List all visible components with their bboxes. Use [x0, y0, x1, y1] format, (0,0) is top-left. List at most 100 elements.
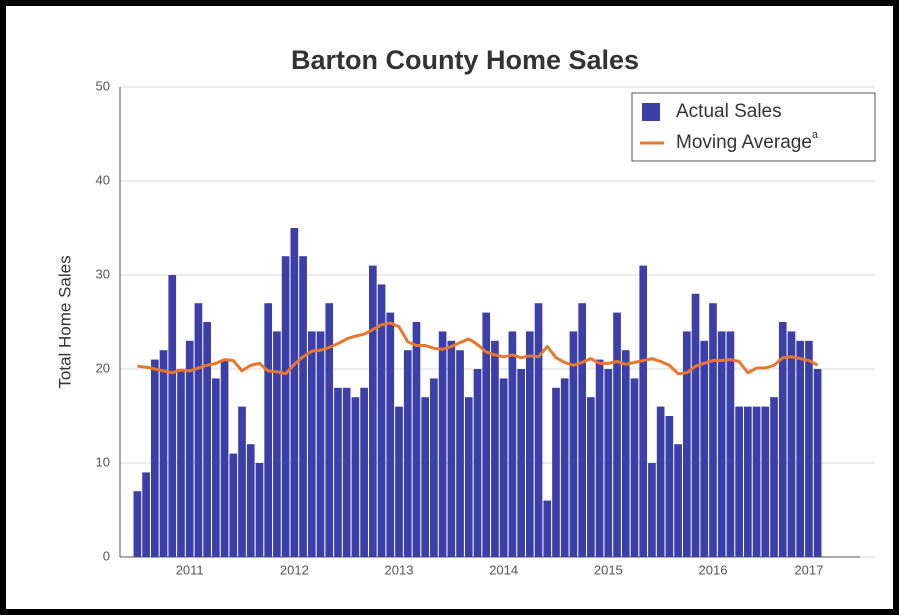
bar: [430, 378, 438, 557]
bar: [621, 350, 630, 557]
bar: [491, 340, 499, 557]
bar: [595, 359, 604, 557]
x-tick-label: 2016: [699, 562, 728, 577]
bar: [630, 378, 639, 557]
bar: [377, 284, 386, 557]
bar: [464, 397, 473, 557]
bar: [552, 387, 560, 557]
bar: [700, 340, 709, 557]
bar: [613, 312, 621, 557]
bar: [299, 256, 307, 557]
x-tick-label: 2014: [489, 562, 518, 577]
bar: [447, 340, 456, 557]
bar: [813, 369, 822, 557]
bar: [604, 369, 613, 557]
bar: [770, 397, 778, 557]
legend-box: [631, 92, 876, 162]
bar: [499, 378, 508, 557]
bar: [709, 303, 717, 557]
bar: [150, 359, 159, 557]
bar: [639, 265, 648, 557]
y-tick-label: 50: [96, 78, 110, 93]
y-tick-label: 10: [96, 454, 110, 469]
x-tick-label: 2013: [385, 562, 414, 577]
y-tick-label: 30: [96, 266, 110, 281]
bar: [246, 444, 255, 557]
bar: [203, 322, 211, 557]
bar: [674, 444, 682, 557]
bar: [281, 256, 290, 557]
bar: [159, 350, 168, 557]
bar: [412, 322, 421, 557]
bar: [796, 340, 805, 557]
bar: [255, 463, 264, 557]
bar: [212, 378, 220, 557]
bar: [456, 350, 464, 557]
bar: [273, 331, 281, 557]
y-tick-label: 0: [103, 548, 110, 563]
legend-label: Moving Averagea: [676, 129, 819, 153]
bar: [735, 406, 743, 557]
bar: [543, 500, 552, 557]
bar: [360, 387, 368, 557]
moving-average-line: [137, 321, 819, 376]
bar: [752, 406, 761, 557]
bar: [307, 331, 316, 557]
bar: [778, 322, 787, 557]
bar: [761, 406, 770, 557]
bar: [578, 303, 586, 557]
bar: [325, 303, 334, 557]
bar: [351, 397, 360, 557]
bar: [648, 463, 656, 557]
bar: [316, 331, 325, 557]
y-tick-label: 40: [96, 172, 110, 187]
bar: [726, 331, 735, 557]
x-tick-label: 2011: [176, 562, 204, 577]
bar: [133, 491, 142, 557]
x-tick-label: 2012: [280, 562, 309, 577]
bar: [142, 472, 150, 557]
bar: [682, 331, 691, 557]
x-tick-label: 2015: [594, 562, 623, 577]
bar: [334, 387, 342, 557]
legend-swatch: [642, 103, 660, 121]
bar: [386, 312, 395, 557]
bar: [290, 228, 299, 557]
bar: [177, 369, 185, 557]
bar: [168, 275, 177, 557]
legend-label: Actual Sales: [676, 101, 782, 122]
bar: [517, 369, 525, 557]
bar: [717, 331, 726, 557]
legend-label-text: Actual Sales: [676, 101, 782, 122]
bar: [665, 416, 674, 557]
x-tick-label: 2017: [794, 562, 823, 577]
legend-label-text: Moving Average: [676, 132, 812, 153]
bar: [805, 340, 813, 557]
chart-title: Barton County Home Sales: [291, 45, 639, 75]
bar: [342, 387, 351, 557]
bar: [395, 406, 403, 557]
bar: [421, 397, 430, 557]
bar: [508, 331, 517, 557]
bar: [560, 378, 569, 557]
bar: [744, 406, 752, 557]
bar: [185, 340, 194, 557]
bar: [525, 331, 534, 557]
bar: [238, 406, 246, 557]
bar: [403, 350, 412, 557]
bar: [534, 303, 543, 557]
bar: [264, 303, 273, 557]
bar: [438, 331, 447, 557]
bar: [656, 406, 665, 557]
bar: [482, 312, 491, 557]
bar: [691, 293, 700, 557]
bar: [787, 331, 796, 557]
bar: [220, 359, 229, 557]
bar: [229, 453, 238, 557]
y-tick-label: 20: [96, 360, 110, 375]
bar: [369, 265, 377, 557]
bar: [194, 303, 203, 557]
